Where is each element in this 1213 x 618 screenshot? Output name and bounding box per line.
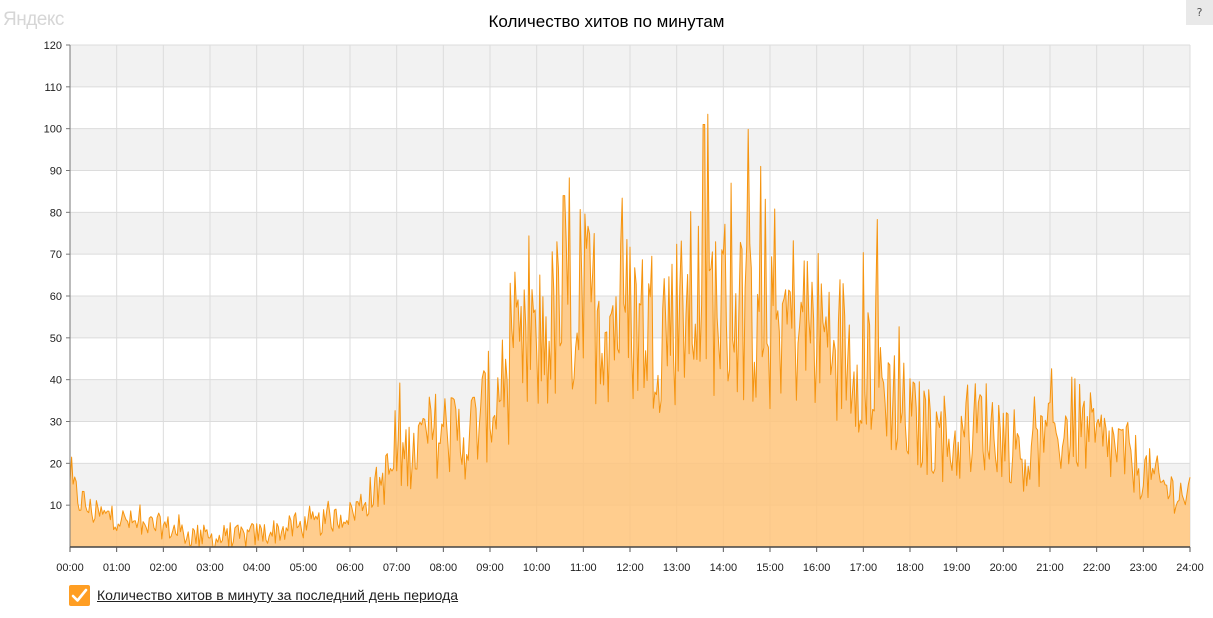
x-tick-label: 01:00 (103, 562, 131, 574)
x-tick-label: 13:00 (663, 562, 691, 574)
x-tick-label: 24:00 (1176, 562, 1204, 574)
x-tick-label: 23:00 (1130, 562, 1158, 574)
legend-label[interactable]: Количество хитов в минуту за последний д… (97, 587, 459, 603)
x-tick-label: 19:00 (943, 562, 971, 574)
y-tick-label: 90 (50, 166, 62, 178)
x-tick-label: 17:00 (850, 562, 878, 574)
x-tick-label: 20:00 (990, 562, 1018, 574)
hits-per-minute-chart: 10 20 30 40 50 60 70 80 90 100 110 120 00:00 01:00 02:… (44, 40, 1204, 574)
y-tick-label: 60 (50, 291, 62, 303)
x-tick-label: 12:00 (616, 562, 644, 574)
x-tick-label: 16:00 (803, 562, 831, 574)
series-line (69, 113, 1191, 548)
y-tick-label: 20 (50, 458, 62, 470)
check-icon (71, 588, 88, 602)
x-tick-label: 00:00 (56, 562, 84, 574)
x-tick-label: 07:00 (383, 562, 411, 574)
legend-checkbox[interactable] (69, 584, 90, 606)
x-tick-label: 21:00 (1036, 562, 1064, 574)
y-tick-label: 40 (50, 375, 62, 387)
y-tick-label: 80 (50, 207, 62, 219)
x-tick-label: 03:00 (196, 562, 224, 574)
x-tick-label: 09:00 (476, 562, 504, 574)
x-tick-label: 22:00 (1083, 562, 1111, 574)
x-tick-label: 02:00 (150, 562, 178, 574)
yandex-logo: Яндекс (3, 9, 64, 30)
x-tick-label: 05:00 (290, 562, 318, 574)
y-tick-label: 110 (44, 82, 62, 94)
y-tick-label: 50 (50, 333, 62, 345)
x-tick-label: 14:00 (710, 562, 738, 574)
x-tick-label: 18:00 (896, 562, 924, 574)
chart-title: Количество хитов по минутам (488, 12, 725, 31)
y-tick-label: 120 (44, 40, 62, 52)
x-tick-label: 10:00 (523, 562, 551, 574)
help-button[interactable]: ? (1186, 0, 1213, 25)
x-tick-label: 15:00 (756, 562, 784, 574)
y-tick-label: 30 (50, 417, 62, 429)
x-tick-label: 11:00 (570, 562, 597, 574)
x-tick-label: 04:00 (243, 562, 271, 574)
y-tick-label: 10 (50, 500, 62, 512)
series-area (70, 114, 1190, 548)
legend-item[interactable]: Количество хитов в минуту за последний д… (69, 584, 458, 606)
y-tick-label: 70 (50, 249, 62, 261)
x-tick-label: 08:00 (430, 562, 458, 574)
y-tick-label: 100 (44, 124, 62, 136)
x-tick-label: 06:00 (336, 562, 364, 574)
